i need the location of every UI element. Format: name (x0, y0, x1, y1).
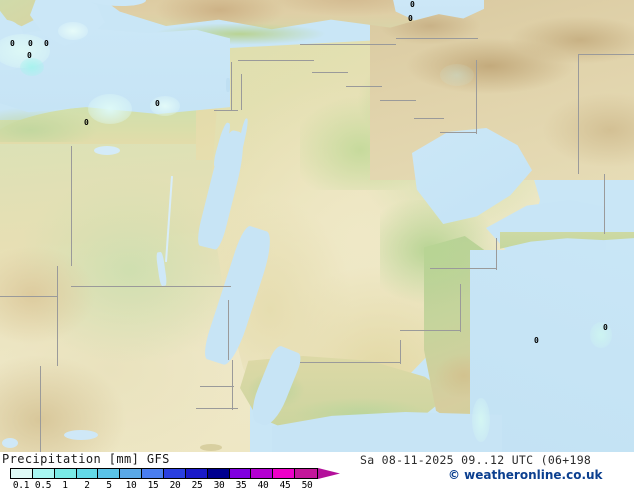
border-saudi-oman (400, 330, 460, 331)
sea-dead-sea (226, 78, 230, 92)
border-saudi-yemen (300, 362, 400, 363)
legend-color-segment (229, 469, 252, 478)
border-saudi-iraq-1 (278, 60, 314, 61)
border-uae-oman (496, 238, 497, 270)
legend-title: Precipitation [mm] GFS (2, 452, 170, 466)
legend-tick-label: 50 (301, 480, 313, 491)
legend-color-segment (98, 469, 121, 478)
precipitation-map[interactable]: 0 0 0 0 0 0 0 0 0 0 (0, 0, 634, 452)
sea-caspian (390, 0, 484, 21)
legend-tick-label: 45 (279, 480, 291, 491)
legend-color-segment (251, 469, 274, 478)
border-eritrea-sudan (200, 386, 234, 387)
border-jordan-saudi (241, 74, 242, 110)
border-saudi-iraq-2 (312, 72, 348, 73)
precip-value-label: 0 (10, 39, 15, 48)
copyright-credit: © weatheronline.co.uk (448, 468, 603, 482)
precip-value-label: 0 (28, 39, 33, 48)
legend-tick-label: 15 (147, 480, 159, 491)
border-sudan-chad (57, 306, 58, 366)
landmass-socotra (200, 444, 222, 451)
precip-patch-oman-coast (472, 398, 490, 442)
border-saudi-iraq-5 (414, 118, 444, 119)
legend-tick-labels: 0.1 0.5 1 2 5 10 15 20 25 30 35 40 45 50 (10, 480, 318, 491)
legend-panel: Precipitation [mm] GFS 0.1 0.5 1 2 5 10 15 20 25… (0, 452, 634, 491)
precip-value-label: 0 (84, 118, 89, 127)
sea-black (86, 0, 146, 6)
lake-qattara (94, 146, 120, 155)
legend-color-segment (32, 469, 55, 478)
precip-value-label: 0 (603, 323, 608, 332)
border-iran-east (578, 54, 579, 174)
precip-patch-levant-sea (150, 96, 180, 116)
precip-value-label: 0 (27, 51, 32, 60)
sea-red (194, 128, 342, 430)
legend-tick-label: 25 (191, 480, 203, 491)
border-libya-egypt-lower (57, 266, 58, 306)
precip-value-label: 0 (155, 99, 160, 108)
border-israel-egypt (214, 110, 238, 111)
lake-nile-delta (64, 430, 98, 440)
forecast-timestamp: Sa 08-11-2025 09..12 UTC (06+198 (360, 453, 592, 467)
legend-tick-label: 0.5 (34, 480, 52, 491)
legend-tick-label: 5 (106, 480, 112, 491)
border-sudan-chad-lower (40, 366, 41, 452)
legend-color-segment (164, 469, 186, 478)
legend-tick-label: 0.1 (12, 480, 30, 491)
border-saudi-iraq-3 (346, 86, 382, 87)
border-oman-yemen (460, 284, 461, 332)
border-libya-egypt (71, 146, 72, 266)
legend-tick-label: 30 (213, 480, 225, 491)
precip-value-label: 0 (44, 39, 49, 48)
legend-color-segment (142, 469, 165, 478)
legend-color-segment (295, 469, 318, 478)
border-libya-chad (0, 296, 58, 297)
border-egypt-sudan (71, 286, 231, 287)
legend-color-segment (54, 469, 77, 478)
border-iraq-turkey (396, 38, 478, 39)
legend-tick-label: 10 (125, 480, 137, 491)
border-sudan-eritrea (232, 360, 233, 410)
legend-colorbar[interactable] (10, 468, 318, 479)
precip-patch-crete-sea (88, 94, 132, 124)
border-yemen-oman (400, 340, 401, 364)
legend-color-segment (185, 469, 208, 478)
border-saudi-iraq-4 (380, 100, 416, 101)
legend-color-segment (207, 469, 230, 478)
legend-tick-label: 20 (169, 480, 181, 491)
border-israel-jordan (231, 62, 232, 110)
border-afghanistan-pakistan (604, 174, 605, 234)
border-jordan-syria (238, 60, 278, 61)
border-iran-turkmenistan (578, 54, 634, 55)
legend-color-segment (11, 469, 33, 478)
precip-value-label: 0 (408, 14, 413, 23)
precip-value-label: 0 (534, 336, 539, 345)
legend-tick-label: 35 (235, 480, 247, 491)
legend-tick-label: 2 (84, 480, 90, 491)
border-iraq-iran (476, 60, 477, 134)
precip-patch-peloponnese (20, 58, 44, 76)
precip-patch-iran-faint (440, 64, 474, 86)
lake-tana (2, 438, 18, 448)
legend-color-segment (273, 469, 296, 478)
border-turkey-syria (300, 44, 396, 45)
precip-patch-mediterranean-faint (58, 22, 88, 40)
legend-tick-label: 1 (62, 480, 68, 491)
legend-tick-label: 40 (257, 480, 269, 491)
border-sudan-ethiopia (228, 300, 229, 360)
legend-color-segment (76, 469, 99, 478)
border-saudi-kuwait (440, 132, 476, 133)
sea-red-south (246, 344, 304, 430)
legend-overflow-arrow (318, 468, 340, 479)
legend-color-segment (120, 469, 143, 478)
border-saudi-uae (430, 268, 496, 269)
precip-value-label: 0 (410, 0, 415, 9)
border-eritrea-ethiopia (196, 408, 238, 409)
precip-patch-arabian-sea-1 (590, 322, 612, 348)
